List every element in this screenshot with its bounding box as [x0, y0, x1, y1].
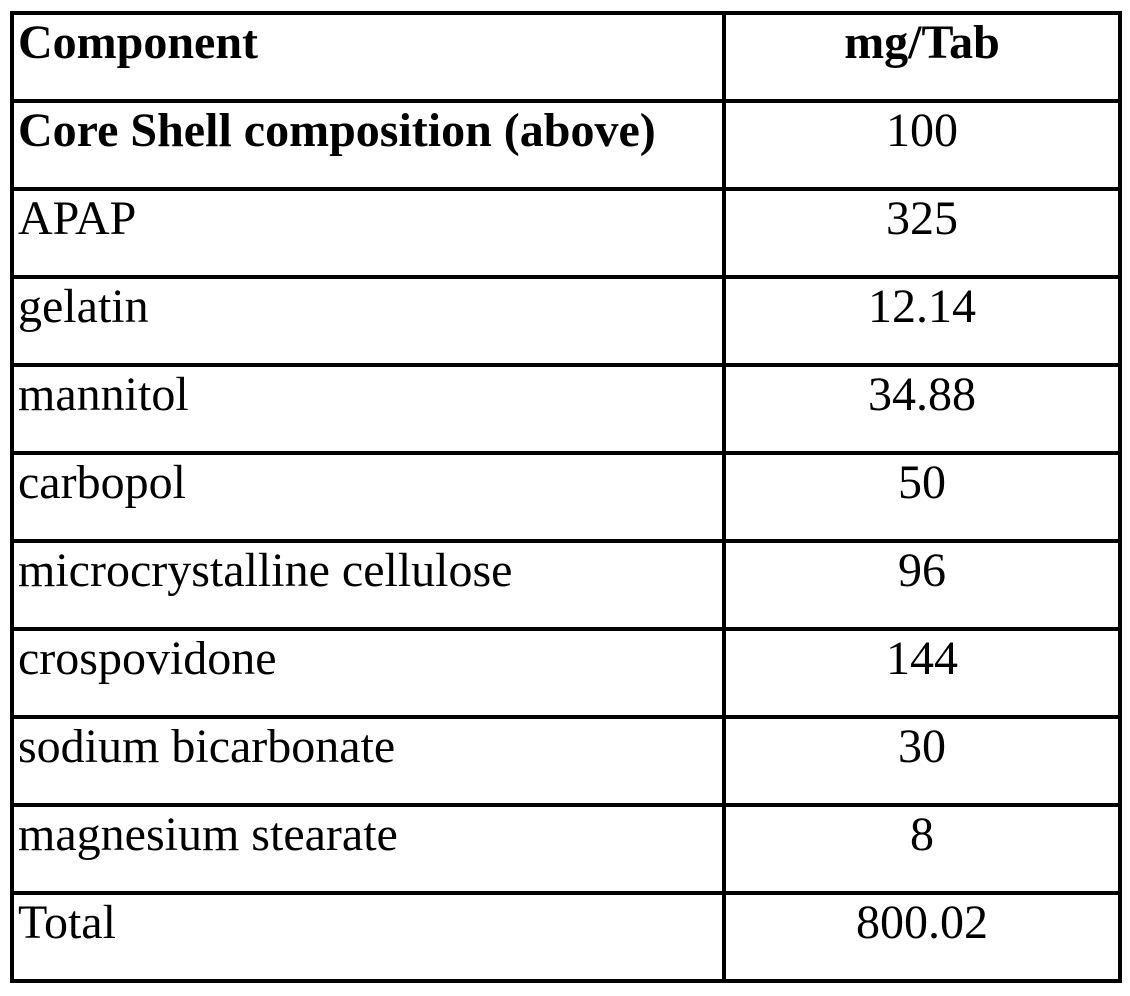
amount-cell: 800.02	[722, 891, 1122, 983]
component-cell: Total	[10, 891, 726, 983]
component-cell: mannitol	[10, 363, 726, 455]
amount-cell: 30	[722, 715, 1122, 807]
amount-cell: 144	[722, 627, 1122, 719]
component-cell: carbopol	[10, 451, 726, 543]
column-header-mg-per-tab: mg/Tab	[722, 11, 1122, 103]
table-header-row: Component mg/Tab	[10, 11, 1122, 103]
table-row: mannitol 34.88	[10, 363, 1122, 455]
table-row-total: Total 800.02	[10, 891, 1122, 983]
table-row: magnesium stearate 8	[10, 803, 1122, 895]
amount-cell: 325	[722, 187, 1122, 279]
component-cell: magnesium stearate	[10, 803, 726, 895]
table-row: microcrystalline cellulose 96	[10, 539, 1122, 631]
component-cell: sodium bicarbonate	[10, 715, 726, 807]
amount-cell: 34.88	[722, 363, 1122, 455]
amount-cell: 12.14	[722, 275, 1122, 367]
table-row: sodium bicarbonate 30	[10, 715, 1122, 807]
component-cell: microcrystalline cellulose	[10, 539, 726, 631]
table-row: carbopol 50	[10, 451, 1122, 543]
table-row: Core Shell composition (above) 100	[10, 99, 1122, 191]
amount-cell: 100	[722, 99, 1122, 191]
component-cell: APAP	[10, 187, 726, 279]
table-row: gelatin 12.14	[10, 275, 1122, 367]
component-cell: Core Shell composition (above)	[10, 99, 726, 191]
table-row: crospovidone 144	[10, 627, 1122, 719]
amount-cell: 8	[722, 803, 1122, 895]
table-row: APAP 325	[10, 187, 1122, 279]
amount-cell: 96	[722, 539, 1122, 631]
amount-cell: 50	[722, 451, 1122, 543]
composition-table: Component mg/Tab Core Shell composition …	[10, 11, 1122, 983]
component-cell: crospovidone	[10, 627, 726, 719]
column-header-component: Component	[10, 11, 726, 103]
component-cell: gelatin	[10, 275, 726, 367]
